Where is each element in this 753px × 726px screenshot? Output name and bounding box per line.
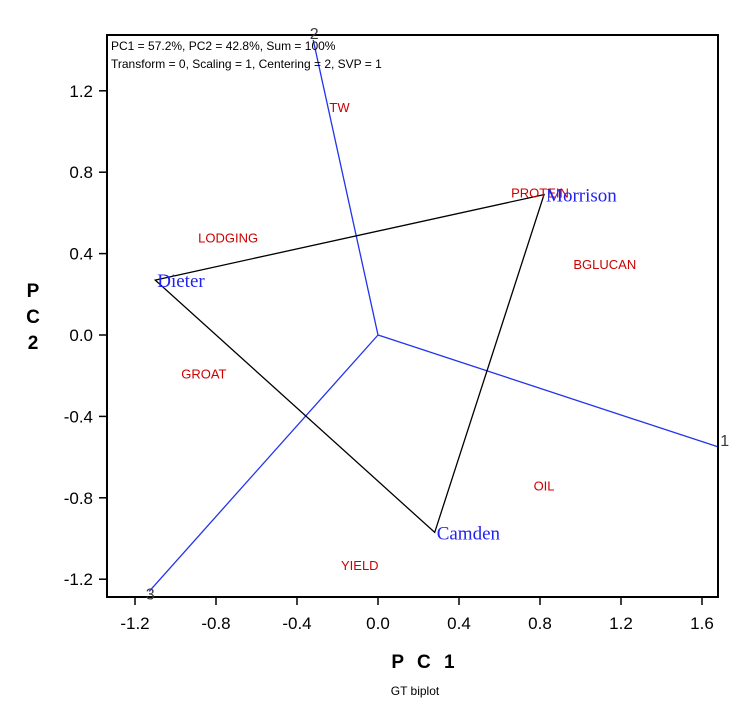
trait-label-protein: PROTEIN [511, 186, 569, 201]
x-tick-label: 0.0 [366, 614, 390, 633]
y-tick-label: 0.4 [69, 245, 93, 264]
x-tick-label: 0.4 [447, 614, 471, 633]
x-tick-label: -0.8 [201, 614, 230, 633]
y-tick-label: 1.2 [69, 82, 93, 101]
which-won-where-polygon [153, 193, 546, 534]
y-tick-label: 0.0 [69, 326, 93, 345]
y-tick-label: 0.8 [69, 163, 93, 182]
ray-group [148, 39, 718, 592]
x-tick-label: 1.6 [690, 614, 714, 633]
caption: GT biplot [391, 684, 440, 698]
trait-label-tw: TW [329, 100, 350, 115]
plot-frame [106, 34, 719, 598]
ray-label-2: 2 [310, 26, 319, 43]
genotype-label-morrison: Morrison [546, 186, 617, 207]
y-axis-title-char: C [26, 307, 40, 328]
x-tick-label: 1.2 [609, 614, 633, 633]
y-axis-ticks: -1.2 -0.8 -0.4 0.0 0.4 0.8 1.2 [64, 82, 107, 589]
perpendicular-ray-3 [148, 334, 379, 592]
genotype-label-camden: Camden [437, 523, 501, 544]
x-axis-title: P C 1 [391, 652, 458, 673]
perpendicular-ray-2 [312, 39, 379, 336]
biplot-labels: 1 2 3 TW PROTEIN LODGING BGLUCAN GROAT OIL YIELD M… [146, 26, 729, 603]
x-tick-label: -0.4 [282, 614, 311, 633]
x-tick-label: -1.2 [120, 614, 149, 633]
rays-and-polygon [148, 39, 718, 592]
y-tick-label: -0.4 [64, 407, 93, 426]
trait-label-oil: OIL [534, 479, 555, 494]
y-axis-title-char: P [27, 281, 40, 302]
info-line-2: Transform = 0, Scaling = 1, Centering = … [111, 57, 382, 71]
genotype-label-dieter: Dieter [157, 271, 205, 292]
ray-label-3: 3 [146, 586, 155, 603]
x-tick-label: 0.8 [528, 614, 552, 633]
trait-label-lodging: LODGING [198, 230, 258, 245]
info-line-1: PC1 = 57.2%, PC2 = 42.8%, Sum = 100% [111, 39, 336, 53]
trait-label-yield: YIELD [341, 558, 379, 573]
y-axis-title-char: 2 [28, 333, 39, 354]
y-tick-label: -0.8 [64, 489, 93, 508]
y-tick-label: -1.2 [64, 570, 93, 589]
trait-label-bglucan: BGLUCAN [573, 257, 636, 272]
trait-label-groat: GROAT [181, 367, 226, 382]
perpendicular-ray-1 [377, 334, 718, 448]
ray-label-1: 1 [720, 433, 729, 450]
y-axis-title: PC 2 [26, 281, 40, 354]
x-axis-ticks: -1.2 -0.8 -0.4 0.0 0.4 0.8 1.2 1.6 [120, 597, 714, 633]
